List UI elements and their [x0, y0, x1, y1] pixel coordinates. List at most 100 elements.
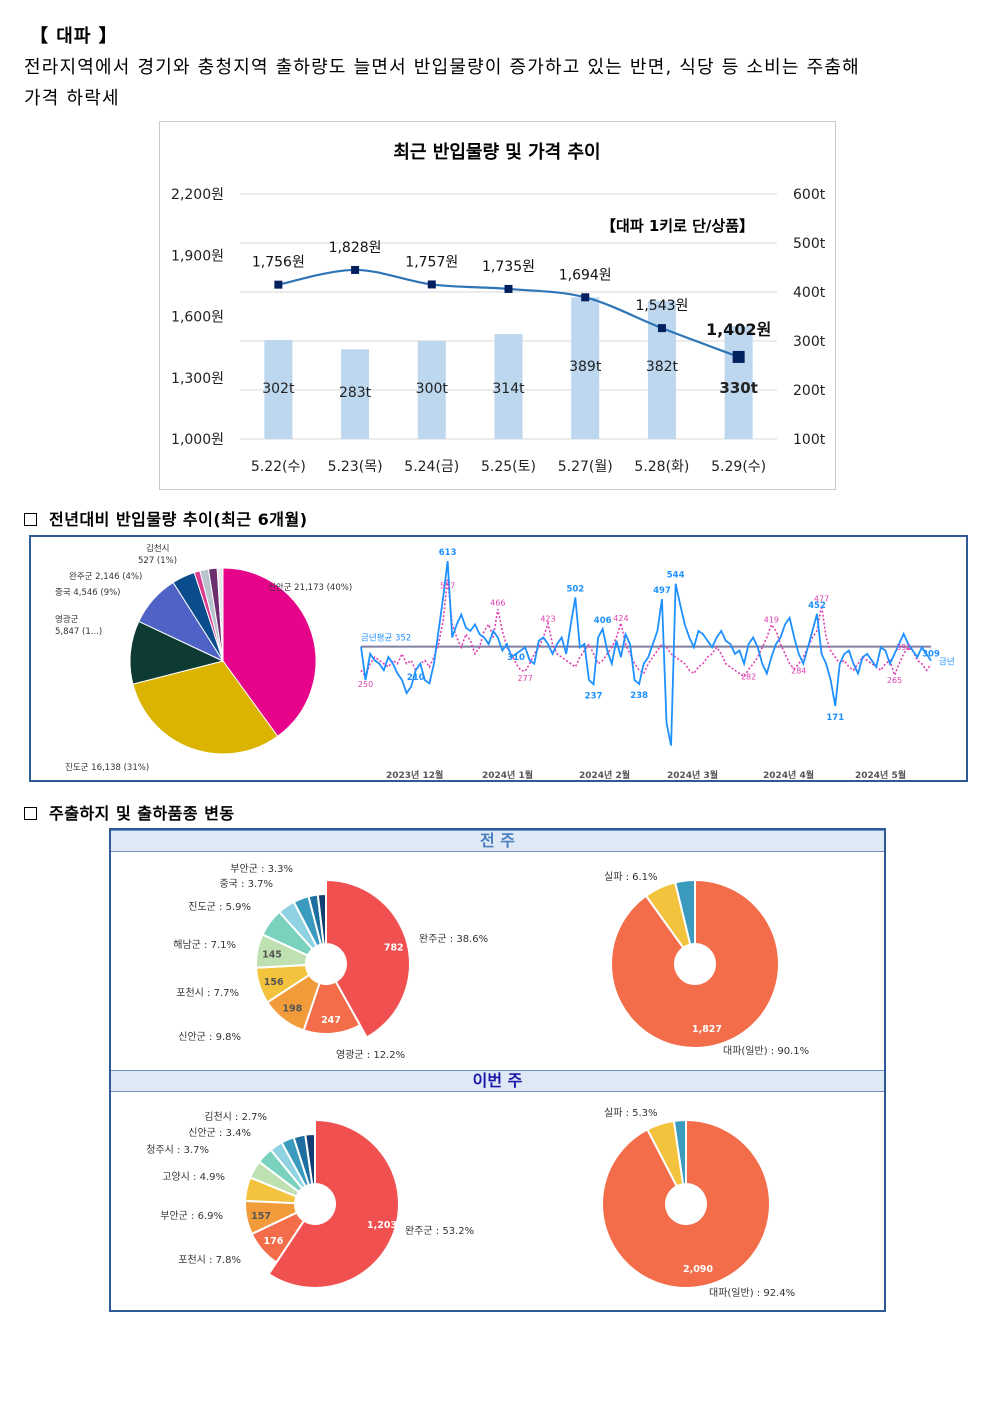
this-year-point-label: 237 — [585, 691, 603, 701]
right-tick-label: 400t — [793, 285, 826, 301]
volume-label: 330t — [719, 379, 757, 397]
this-year-point-label: 309 — [922, 650, 940, 660]
chart-unit-note: 【대파 1키로 단/상품】 — [601, 217, 754, 235]
slice-name-label: 청주시 : 3.7% — [146, 1144, 209, 1156]
pie-label: 완주군 2,146 (4%) — [69, 572, 142, 582]
prev-week-band: 전 주 — [111, 830, 884, 852]
this-year-point-label: 210 — [407, 673, 425, 683]
category-label: 5.28(화) — [634, 459, 689, 475]
price-marker — [657, 324, 666, 333]
this-year-point-label: 497 — [653, 586, 671, 596]
prev-year-point-label: 557 — [440, 581, 455, 590]
category-label: 5.22(수) — [251, 459, 306, 475]
price-volume-chart: 최근 반입물량 및 가격 추이 【대파 1키로 단/상품】 302t 283t 30… — [171, 141, 826, 475]
this-year-line — [360, 561, 932, 746]
volume-label: 300t — [416, 381, 449, 397]
slice-value-label: 198 — [282, 1003, 302, 1014]
volume-label: 382t — [646, 359, 679, 375]
slice-value-label: 247 — [321, 1015, 341, 1026]
x-tick-label: 2024년 5월 — [855, 769, 906, 780]
pie-slice — [216, 567, 224, 662]
slice-name-label: 김천시 : 2.7% — [204, 1111, 267, 1123]
slice-name-label: 중국 : 3.7% — [219, 878, 273, 890]
summary-line-1: 전라지역에서 경기와 충청지역 출하량도 늘면서 반입물량이 증가하고 있는 반… — [24, 57, 860, 78]
prev-year-point-label: 265 — [887, 676, 902, 685]
left-tick-label: 1,600원 — [171, 310, 224, 326]
x-tick-label: 2024년 4월 — [763, 769, 814, 780]
volume-bar — [417, 341, 446, 439]
pie-label: 527 (1%) — [138, 556, 177, 566]
category-label: 5.25(토) — [481, 459, 536, 475]
prev-year-line — [360, 578, 932, 679]
prev-year-point-label: 282 — [741, 673, 756, 682]
slice-name-label: 포천시 : 7.8% — [178, 1254, 241, 1266]
item-label: 【 대파 】 — [30, 26, 118, 47]
volume-bar — [494, 334, 523, 439]
volume-bar — [571, 297, 600, 439]
slice-name-label: 포천시 : 7.7% — [176, 987, 239, 999]
pie-label: 영광군 — [55, 614, 79, 625]
prev-year-point-label: 277 — [518, 674, 533, 683]
x-tick-label: 2024년 1월 — [482, 769, 533, 780]
this-year-point-label: 613 — [439, 548, 457, 558]
left-tick-label: 1,900원 — [171, 248, 224, 264]
x-tick-label: 2023년 12월 — [386, 769, 443, 780]
slice-name-label: 해남군 : 7.1% — [173, 938, 236, 951]
slice-name-label: 부안군 : 6.9% — [160, 1210, 223, 1222]
slice-name-label: 대파(일반) : 92.4% — [709, 1287, 795, 1299]
volume-label: 314t — [492, 381, 525, 397]
series-name-label: 금년 — [939, 657, 955, 668]
pie-slice — [267, 1118, 400, 1289]
prev-year-point-label: 250 — [358, 680, 373, 689]
slice-name-label: 완주군 : 38.6% — [419, 933, 488, 945]
slice-name-label: 실파 : 6.1% — [604, 871, 658, 883]
volume-bar — [264, 340, 293, 439]
this-year-point-label: 238 — [630, 691, 648, 701]
slice-name-label: 부안군 : 3.3% — [230, 863, 293, 875]
slice-value-label: 782 — [384, 942, 404, 953]
slice-name-label: 완주군 : 53.2% — [405, 1225, 474, 1237]
pie-slice — [222, 567, 317, 737]
slice-name-label: 영광군 : 12.2% — [336, 1049, 405, 1061]
slice-name-label: 신안군 : 9.8% — [178, 1031, 241, 1043]
price-label: 1,402원 — [706, 320, 771, 339]
pie-slice — [673, 878, 696, 946]
pie-slice — [316, 892, 327, 946]
slice-name-label: 신안군 : 3.4% — [188, 1127, 251, 1139]
prev-year-point-label: 284 — [791, 667, 806, 676]
price-marker — [732, 350, 745, 363]
price-label: 1,694원 — [559, 267, 612, 283]
origin-variety-panel: 전 주 이번 주 782 247 198 156 145 완주군 : 38.6% 영광군 :… — [109, 828, 886, 1312]
prev-year-point-label: 391 — [896, 643, 911, 652]
volume-label: 283t — [339, 385, 372, 401]
pie-slice — [325, 878, 411, 1039]
yoy-charts: 신안군 21,173 (40%) 진도군 16,138 (31%) 영광군 5,847… — [55, 543, 955, 781]
slice-name-label: 대파(일반) : 90.1% — [723, 1045, 809, 1057]
this-year-point-label: 544 — [667, 571, 685, 581]
pie-label: 5,847 (1...) — [55, 627, 102, 637]
x-tick-label: 2024년 2월 — [579, 769, 630, 780]
slice-name-label: 실파 : 5.3% — [604, 1107, 658, 1119]
x-tick-label: 2024년 3월 — [667, 769, 718, 780]
prev-year-point-label: 423 — [540, 614, 555, 623]
slice-value-label: 176 — [264, 1236, 284, 1247]
price-marker — [427, 280, 436, 289]
section-yoy-title-text: 전년대비 반입물량 추이(최근 6개월) — [49, 510, 308, 529]
price-label: 1,828원 — [329, 240, 382, 256]
chart-title: 최근 반입물량 및 가격 추이 — [393, 141, 600, 163]
slice-value-label: 1,203 — [367, 1220, 397, 1231]
checkbox-icon — [24, 513, 37, 526]
yoy-panel: 신안군 21,173 (40%) 진도군 16,138 (31%) 영광군 5,847… — [29, 535, 968, 782]
category-label: 5.24(금) — [404, 459, 459, 475]
price-label: 1,757원 — [405, 254, 458, 270]
slice-name-label: 진도군 : 5.9% — [188, 901, 251, 913]
price-label: 1,756원 — [252, 255, 305, 271]
price-volume-chart-box: 최근 반입물량 및 가격 추이 【대파 1키로 단/상품】 302t 283t 30… — [159, 121, 836, 490]
pie-label: 신안군 21,173 (40%) — [268, 582, 352, 593]
right-tick-label: 200t — [793, 383, 826, 399]
pie-label: 김천시 — [146, 543, 169, 554]
left-tick-label: 1,000원 — [171, 432, 224, 448]
section-origin-title: 주출하지 및 출하품종 변동 — [24, 800, 235, 824]
price-marker — [274, 280, 283, 289]
price-marker — [581, 293, 590, 302]
